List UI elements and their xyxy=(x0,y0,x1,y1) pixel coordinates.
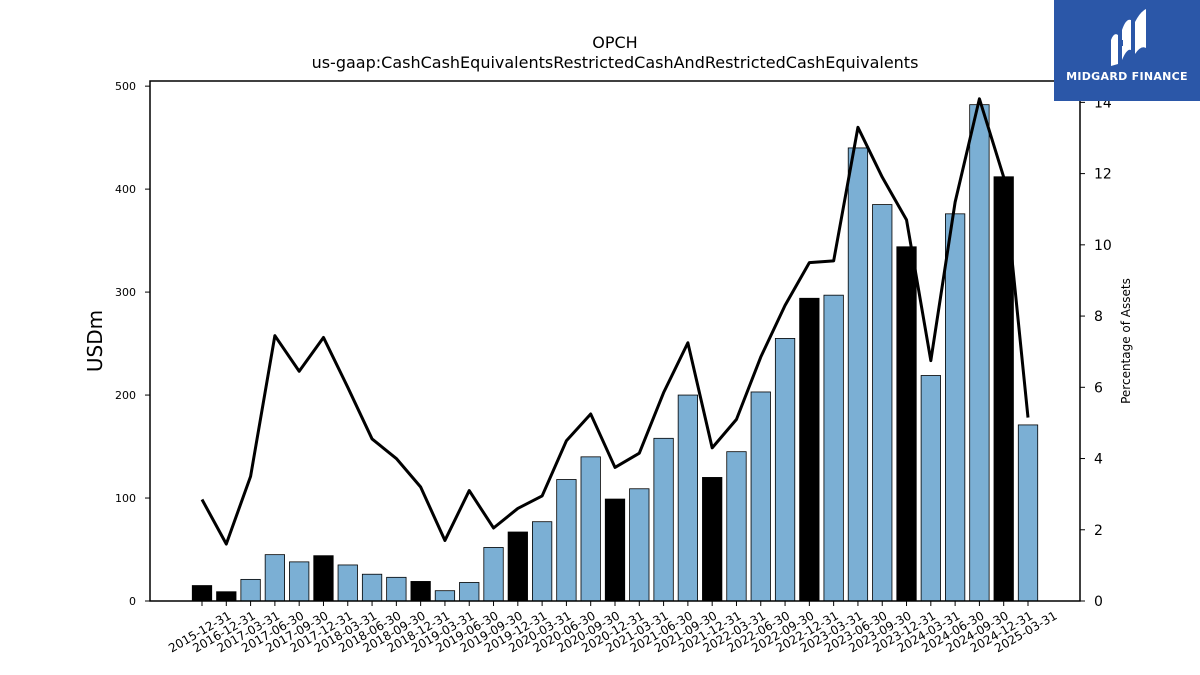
bar xyxy=(726,451,747,602)
bar xyxy=(604,498,626,602)
bar xyxy=(240,578,261,602)
y-tick-label: 400 xyxy=(115,183,136,196)
bar xyxy=(896,246,917,602)
y2-tick-label: 6 xyxy=(1094,380,1103,396)
y2-axis-label: Percentage of Assets xyxy=(1119,278,1133,404)
bar xyxy=(191,585,213,602)
y2-tick-label: 0 xyxy=(1094,594,1103,610)
bar xyxy=(216,591,237,602)
y-tick-label: 300 xyxy=(115,286,136,299)
bar xyxy=(313,555,334,602)
bar xyxy=(264,554,286,602)
bar xyxy=(969,104,990,602)
bar xyxy=(677,394,698,602)
bar xyxy=(653,437,674,602)
bar xyxy=(507,531,528,602)
bar xyxy=(459,582,480,602)
bar xyxy=(823,294,844,602)
y-tick-label: 100 xyxy=(115,492,136,505)
chart-title: OPCH xyxy=(592,33,637,52)
midgard-finance-logo: MIDGARD FINANCE xyxy=(1054,0,1200,101)
y-axis-left: 0 100 200 300 400 500 xyxy=(115,80,150,608)
y-tick-label: 0 xyxy=(129,595,136,608)
bar xyxy=(337,564,358,602)
bar xyxy=(1017,424,1039,602)
bar xyxy=(386,576,407,602)
bar xyxy=(702,477,723,602)
y2-tick-label: 8 xyxy=(1094,309,1103,325)
bar xyxy=(434,590,456,602)
bar xyxy=(289,561,310,602)
bar xyxy=(920,375,941,602)
bars-group xyxy=(191,104,1039,602)
y2-tick-label: 12 xyxy=(1094,167,1112,183)
chart-subtitle: us-gaap:CashCashEquivalentsRestrictedCas… xyxy=(312,53,919,72)
bar xyxy=(847,147,869,602)
y2-tick-label: 4 xyxy=(1094,452,1103,468)
bar xyxy=(580,456,601,602)
y-tick-label: 200 xyxy=(115,389,136,402)
bar xyxy=(532,521,553,602)
bar xyxy=(774,338,796,602)
bar xyxy=(361,573,383,602)
y2-tick-label: 10 xyxy=(1094,238,1112,254)
y2-tick-label: 2 xyxy=(1094,523,1103,539)
x-axis: 2015-12-312016-12-312017-03-312017-06-30… xyxy=(166,601,1060,655)
bar xyxy=(872,204,893,602)
bar xyxy=(629,488,650,602)
bar xyxy=(556,479,577,602)
bar xyxy=(750,391,771,602)
logo-text: MIDGARD FINANCE xyxy=(1066,70,1188,83)
bar xyxy=(410,581,431,602)
y-tick-label: 500 xyxy=(115,80,136,93)
pct-of-assets-line xyxy=(200,97,1030,546)
bar xyxy=(799,297,820,602)
bar xyxy=(945,213,966,602)
bar xyxy=(483,547,504,602)
logo-mark-icon xyxy=(1111,9,1146,66)
y-axis-label: USDm xyxy=(83,310,107,372)
